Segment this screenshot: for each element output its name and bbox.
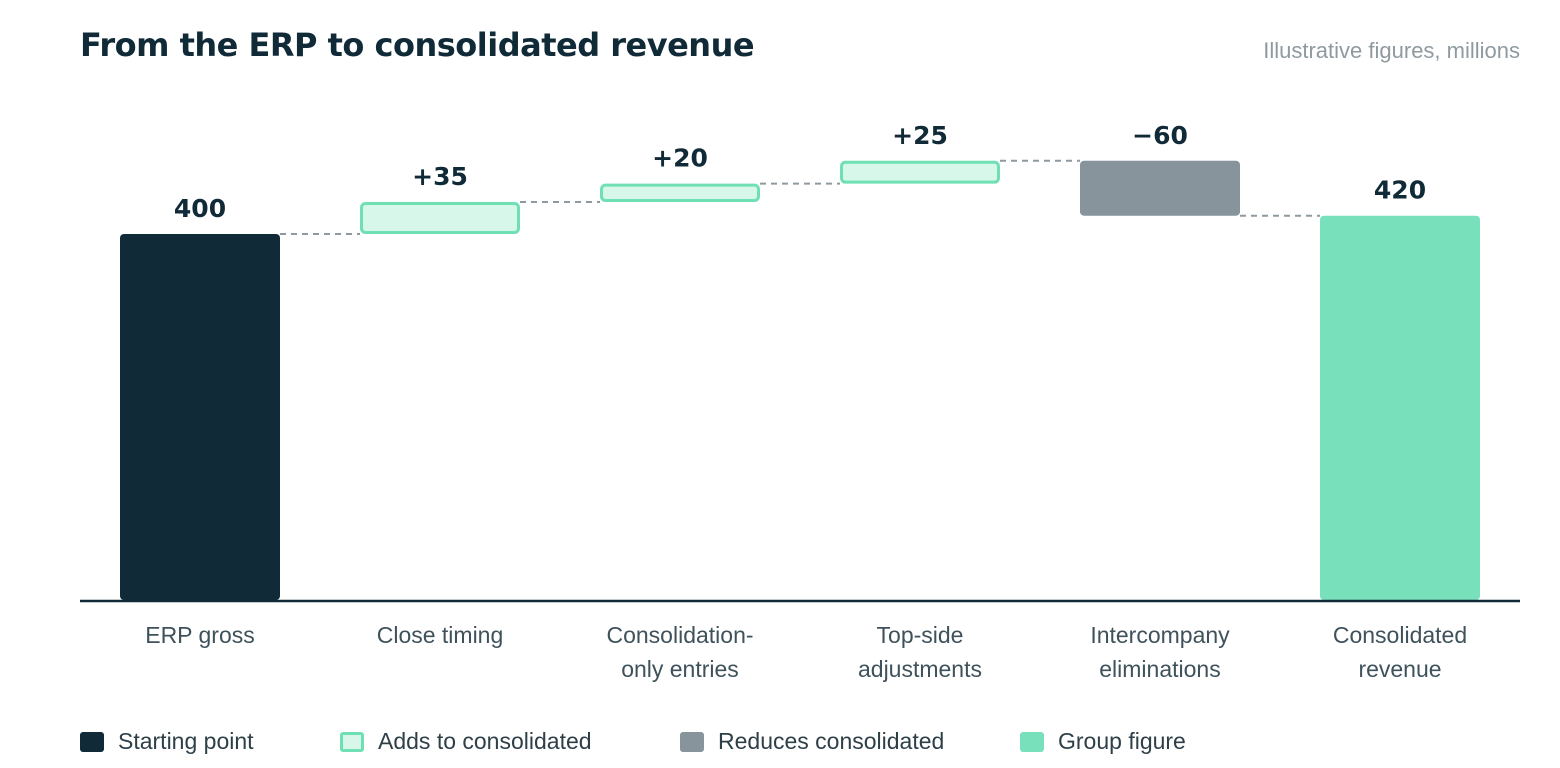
bars-group	[120, 160, 1480, 600]
legend-swatch-start	[80, 731, 104, 752]
legend-item-start: Starting point	[80, 728, 254, 755]
category-label-4: Top-side adjustments	[858, 622, 982, 682]
waterfall-chart: 400 +35 +20 +25 −60 420 ERP gross Close timing…	[80, 121, 1520, 682]
value-label-5: −60	[1132, 121, 1188, 150]
value-label-4: +25	[892, 121, 948, 150]
bar-1-start	[120, 234, 280, 600]
legend: Starting point Adds to consolidated Reduce…	[80, 728, 1520, 760]
units-note: Illustrative figures, millions	[1263, 38, 1520, 63]
legend-item-reduce: Reduces consolidated	[680, 728, 944, 755]
bar-4-add	[840, 160, 1000, 184]
bar-5-reduce	[1080, 160, 1240, 216]
category-label-1: ERP gross	[145, 622, 255, 648]
legend-label-start: Starting point	[118, 728, 254, 754]
chart-title: From the ERP to consolidated revenue	[80, 26, 755, 64]
value-label-3: +20	[652, 144, 708, 173]
value-label-1: 400	[174, 194, 226, 223]
bar-2-add	[360, 201, 520, 235]
bar-3-add	[600, 183, 760, 202]
value-label-2: +35	[412, 162, 468, 191]
legend-swatch-add	[340, 731, 364, 752]
legend-label-total: Group figure	[1058, 728, 1186, 754]
category-label-6: Consolidated revenue	[1333, 622, 1467, 682]
value-label-6: 420	[1374, 176, 1426, 205]
legend-swatch-total	[1020, 731, 1044, 752]
legend-item-add: Adds to consolidated	[340, 728, 592, 755]
legend-label-reduce: Reduces consolidated	[718, 728, 945, 754]
category-label-3: Consolidation-only entries	[606, 622, 753, 682]
legend-item-total: Group figure	[1020, 728, 1186, 755]
category-label-2: Close timing	[377, 622, 504, 648]
category-labels-group: ERP gross Close timing Consolidation-only …	[145, 622, 1467, 682]
value-labels-group: 400 +35 +20 +25 −60 420	[174, 121, 1426, 223]
legend-swatch-reduce	[680, 731, 704, 752]
category-label-5: Intercompany eliminations	[1090, 622, 1230, 682]
bar-6-total	[1320, 215, 1480, 600]
legend-label-add: Adds to consolidated	[378, 728, 592, 754]
connector-lines	[280, 159, 1320, 235]
